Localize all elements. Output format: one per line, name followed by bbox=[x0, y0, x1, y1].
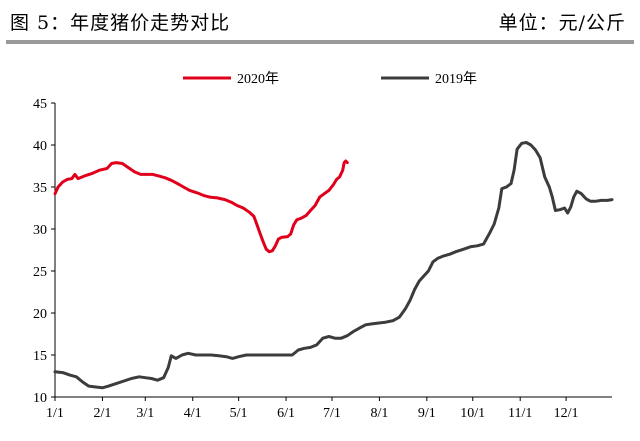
y-tick-label: 25 bbox=[33, 265, 47, 280]
legend-label-2019: 2019年 bbox=[435, 71, 477, 87]
price-line-chart: 2020年 2019年 10 15 20 25 30 35 40 45 1/1 2/1 3/1 4/1 5… bbox=[33, 71, 614, 421]
x-tick-label: 7/1 bbox=[323, 406, 341, 421]
legend-label-2020: 2020年 bbox=[237, 71, 279, 87]
x-tick-label: 3/1 bbox=[136, 406, 154, 421]
x-tick-label: 2/1 bbox=[93, 406, 111, 421]
axes: 10 15 20 25 30 35 40 45 1/1 2/1 3/1 4/1 5/1 6/1 7/1 8/1… bbox=[33, 97, 612, 421]
x-tick-label: 11/1 bbox=[508, 406, 532, 421]
series-line-2019 bbox=[53, 141, 614, 390]
x-tick-label: 8/1 bbox=[370, 406, 388, 421]
series-lines bbox=[53, 141, 614, 390]
y-tick-label: 10 bbox=[33, 391, 47, 406]
y-tick-label: 40 bbox=[33, 139, 47, 154]
x-tick-label: 5/1 bbox=[230, 406, 248, 421]
y-tick-label: 45 bbox=[33, 97, 47, 112]
x-tick-label: 12/1 bbox=[554, 406, 579, 421]
y-tick-label: 35 bbox=[33, 181, 47, 196]
x-tick-label: 4/1 bbox=[184, 406, 202, 421]
figure-title: 图 5：年度猪价走势对比 bbox=[10, 12, 231, 34]
unit-label: 单位：元/公斤 bbox=[498, 12, 626, 34]
x-tick-label: 6/1 bbox=[277, 406, 295, 421]
series-line-2020 bbox=[53, 159, 349, 254]
x-tick-label: 10/1 bbox=[460, 406, 485, 421]
y-tick-label: 20 bbox=[33, 307, 47, 322]
header-rule bbox=[6, 40, 634, 44]
legend: 2020年 2019年 bbox=[183, 71, 477, 87]
figure-header: 图 5：年度猪价走势对比 单位：元/公斤 bbox=[0, 0, 640, 44]
y-tick-label: 30 bbox=[33, 223, 47, 238]
y-tick-label: 15 bbox=[33, 349, 47, 364]
x-tick-label: 9/1 bbox=[418, 406, 436, 421]
x-tick-label: 1/1 bbox=[46, 406, 64, 421]
